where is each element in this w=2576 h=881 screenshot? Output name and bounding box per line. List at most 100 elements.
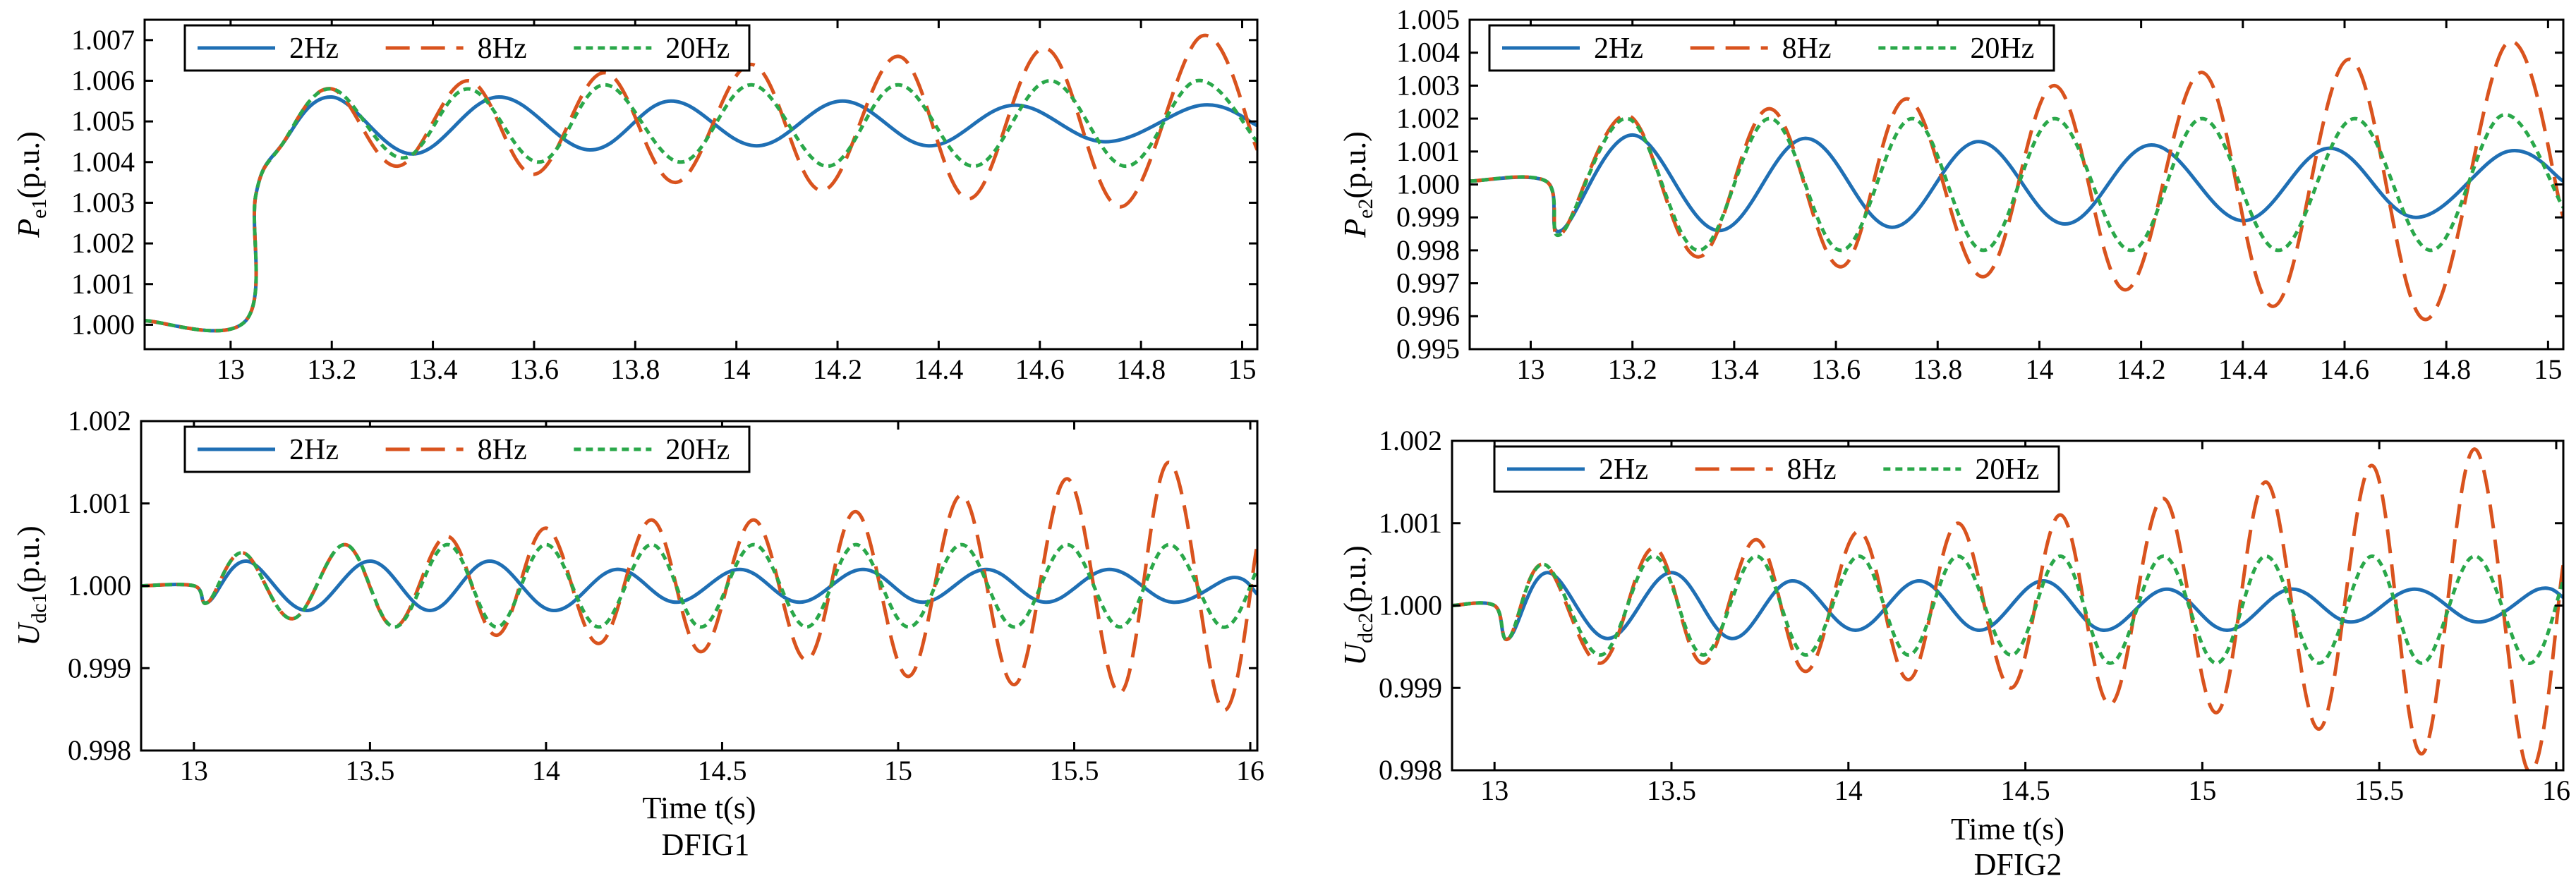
x-tick-label: 15	[2188, 774, 2216, 806]
y-tick-label: 0.999	[1396, 201, 1460, 233]
series-line-20hz	[1470, 113, 2563, 253]
x-tick-label: 13.5	[1647, 774, 1696, 806]
y-axis-label: Pe2(p.u.)	[1338, 131, 1377, 238]
chart-udc1: 13 13.5 14 14.5 15 15.5 16 0.998 0.999 1.000 1.001…	[11, 405, 1264, 825]
x-tick-label: 13	[217, 353, 245, 385]
legend-label-20hz: 20Hz	[1975, 454, 2039, 486]
y-tick-label: 1.000	[71, 308, 135, 340]
series-line-2hz	[1452, 571, 2563, 641]
legend-label-2hz: 2Hz	[1594, 32, 1643, 65]
x-tick-label: 15.5	[1049, 755, 1099, 786]
plot-area	[1470, 40, 2563, 322]
x-tick-label: 13.4	[409, 353, 458, 385]
y-tick-label: 1.000	[1379, 590, 1442, 621]
x-tick-label: 13	[1480, 774, 1508, 806]
y-tick-label: 0.998	[1396, 234, 1460, 266]
y-tick-label: 1.000	[68, 570, 131, 602]
series-line-2hz	[141, 559, 1257, 613]
x-tick-label: 13	[1517, 353, 1545, 385]
x-tick-label: 15	[2534, 353, 2562, 385]
y-tick-label: 1.002	[1379, 425, 1442, 456]
x-tick-label: 14	[722, 353, 751, 385]
x-tick-label: 13.8	[1913, 353, 1962, 385]
y-axis-label: Udc2(p.u.)	[1338, 545, 1377, 665]
x-tick-label: 14.2	[2117, 353, 2166, 385]
x-tick-label: 14.8	[1116, 353, 1166, 385]
series-line-8hz	[141, 460, 1257, 712]
legend-label-2hz: 2Hz	[289, 434, 339, 466]
x-tick-label: 14.6	[1015, 353, 1065, 385]
x-tick-label: 16	[1236, 755, 1264, 786]
legend-label-8hz: 8Hz	[478, 32, 527, 65]
legend-label-20hz: 20Hz	[1970, 32, 2034, 65]
x-tick-label: 15	[884, 755, 912, 786]
x-tick-label: 14.5	[2001, 774, 2050, 806]
y-tick-label: 1.001	[1379, 507, 1442, 539]
x-axis-label: Time t(s)	[1951, 812, 2064, 846]
series-line-8hz	[1452, 447, 2563, 770]
y-tick-label: 1.004	[71, 146, 135, 178]
legend: 2Hz 8Hz 20Hz	[183, 24, 751, 72]
series-line-20hz	[145, 78, 1257, 333]
y-tick-label: 0.995	[1396, 333, 1460, 365]
x-tick-label: 14.4	[914, 353, 963, 385]
legend: 2Hz 8Hz 20Hz	[1488, 24, 2055, 72]
y-tick-label: 1.001	[1396, 135, 1460, 167]
legend-label-20hz: 20Hz	[665, 434, 730, 466]
x-tick-label: 15.5	[2354, 774, 2404, 806]
x-tick-label: 13.6	[1811, 353, 1861, 385]
y-tick-label: 0.996	[1396, 300, 1460, 332]
x-tick-label: 14	[2025, 353, 2053, 385]
y-tick-label: 1.002	[1396, 102, 1460, 134]
x-tick-label: 14.5	[697, 755, 746, 786]
caption-dfig2: DFIG2	[1974, 847, 2062, 881]
series-line-8hz	[145, 33, 1257, 333]
y-tick-label: 0.999	[1379, 672, 1442, 703]
y-tick-label: 0.998	[68, 734, 131, 766]
plot-area	[141, 460, 1257, 712]
legend-label-8hz: 8Hz	[1782, 32, 1832, 65]
x-tick-label: 14.8	[2421, 353, 2471, 385]
y-tick-label: 1.005	[1396, 4, 1460, 35]
series-line-2hz	[145, 95, 1257, 333]
y-tick-label: 1.007	[71, 24, 135, 56]
x-tick-label: 13.2	[307, 353, 356, 385]
chart-pe1: 13 13.2 13.4 13.6 13.8 14 14.2 14.4 14.6 14.8 15 1.…	[11, 18, 1259, 385]
x-tick-label: 13.2	[1608, 353, 1657, 385]
y-axis-label: Udc1(p.u.)	[11, 525, 51, 645]
x-tick-label: 13.4	[1710, 353, 1759, 385]
plot-frame	[143, 18, 1259, 351]
charts-layer: 13 13.2 13.4 13.6 13.8 14 14.2 14.4 14.6 14.8 15 1.…	[11, 4, 2570, 846]
series-line-8hz	[1470, 40, 2563, 322]
x-tick-label: 14	[532, 755, 560, 786]
y-tick-label: 1.000	[1396, 169, 1460, 200]
y-tick-label: 1.005	[71, 105, 135, 137]
legend-box	[183, 425, 751, 473]
x-tick-label: 14.6	[2320, 353, 2369, 385]
legend-label-2hz: 2Hz	[1599, 454, 1648, 486]
legend: 2Hz 8Hz 20Hz	[1493, 445, 2060, 493]
x-axis-label: Time t(s)	[643, 791, 756, 825]
y-axis-label: Pe1(p.u.)	[11, 131, 51, 238]
legend-label-20hz: 20Hz	[665, 32, 730, 65]
plot-area	[1452, 447, 2563, 770]
legend-label-8hz: 8Hz	[1787, 454, 1837, 486]
series-line-20hz	[141, 542, 1257, 629]
legend-label-8hz: 8Hz	[478, 434, 527, 466]
x-tick-label: 13.8	[610, 353, 660, 385]
chart-udc2: 13 13.5 14 14.5 15 15.5 16 0.998 0.999 1.000 1.001…	[1338, 425, 2570, 846]
y-tick-label: 1.003	[71, 186, 135, 218]
caption-dfig1: DFIG1	[662, 827, 750, 862]
legend-label-2hz: 2Hz	[289, 32, 339, 65]
x-tick-label: 16	[2542, 774, 2570, 806]
y-tick-label: 1.001	[68, 487, 131, 519]
legend-box	[183, 24, 751, 72]
legend-box	[1488, 24, 2055, 72]
x-tick-label: 13.6	[509, 353, 559, 385]
x-tick-label: 13.5	[345, 755, 394, 786]
y-tick-label: 1.004	[1396, 37, 1460, 68]
x-tick-label: 14.4	[2218, 353, 2268, 385]
x-tick-label: 15	[1228, 353, 1256, 385]
legend-box	[1493, 445, 2060, 493]
